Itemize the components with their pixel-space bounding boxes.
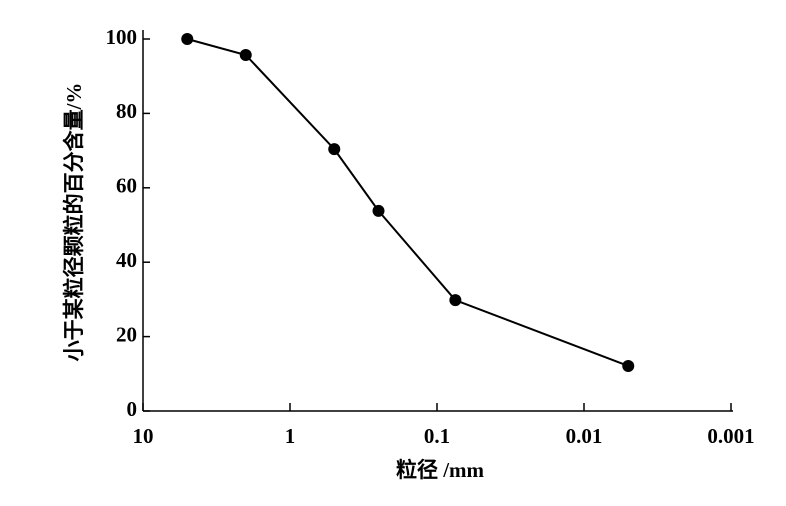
point xyxy=(328,143,341,156)
x-tick-label: 0.001 xyxy=(707,424,754,448)
line xyxy=(186,38,629,367)
x-tick-label: 0.01 xyxy=(566,424,603,448)
x-axis-label: 粒径 /mm xyxy=(396,458,485,482)
y-tick-label: 60 xyxy=(116,174,137,198)
y-tick-label: 100 xyxy=(106,25,138,49)
y-tick-label: 40 xyxy=(116,248,137,272)
point xyxy=(372,204,385,217)
point xyxy=(622,359,635,372)
point xyxy=(449,294,462,307)
point xyxy=(181,33,194,45)
y-tick-label: 0 xyxy=(127,397,138,421)
y-tick-label: 20 xyxy=(116,322,137,346)
x-tick-label: 10 xyxy=(133,424,154,448)
y-tick-label: 80 xyxy=(116,99,137,123)
y-axis-label: 小于某粒径颗粒的百分含量/% xyxy=(62,83,86,362)
x-tick-label: 1 xyxy=(285,424,296,448)
point xyxy=(239,48,252,61)
x-tick-label: 0.1 xyxy=(424,424,450,448)
